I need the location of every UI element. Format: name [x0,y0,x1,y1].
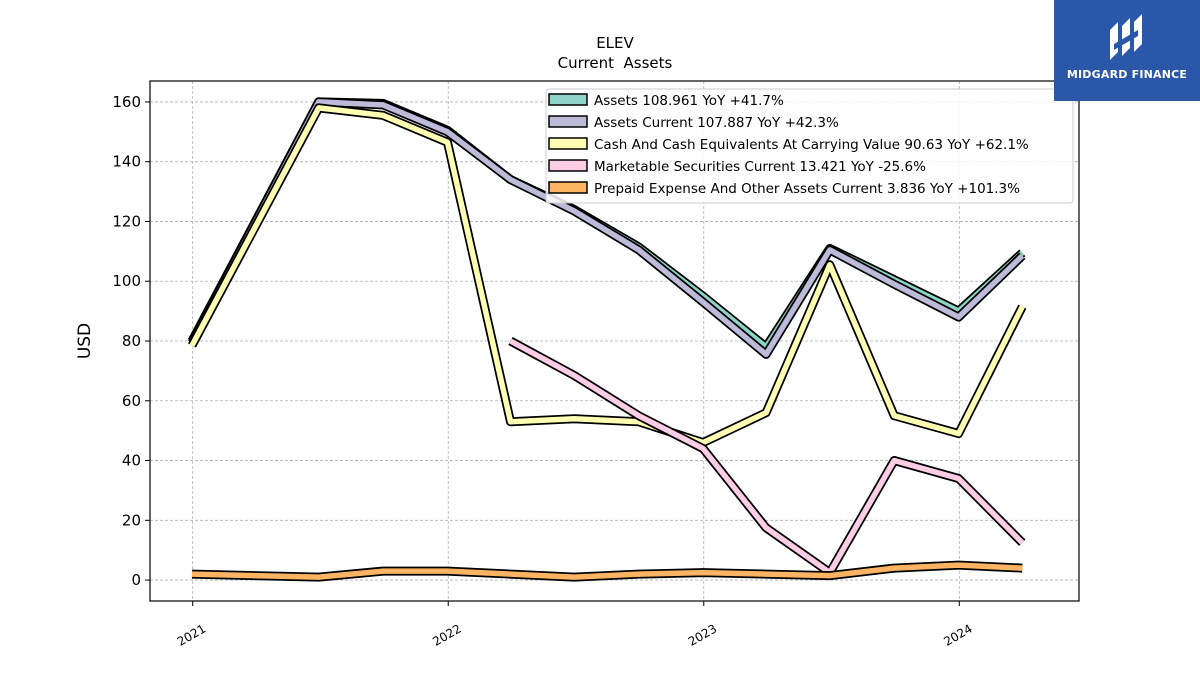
legend-swatch [548,137,588,150]
legend-label: Marketable Securities Current 13.421 YoY… [594,159,926,175]
chart-subtitle: Current Assets [558,54,673,72]
y-tick-label: 120 [112,212,141,230]
y-tick-label: 60 [122,392,141,410]
legend-swatch [548,181,588,194]
y-tick-label: 160 [112,93,141,111]
legend-swatch [548,115,588,128]
series-line-outline [508,337,1026,578]
y-tick-label: 100 [112,272,141,290]
series-line [191,560,1023,582]
x-tick-label: 2023 [686,621,719,648]
y-tick-label: 80 [122,332,141,350]
legend: Assets 108.961 YoY +41.7% Assets Current … [545,88,1074,204]
legend-label: Assets Current 107.887 YoY +42.3% [594,115,839,131]
series-line-fill [189,105,1025,446]
midgard-finance-logo: MIDGARD FINANCE [1054,0,1200,101]
series-line [188,97,1026,359]
legend-box [545,88,1074,204]
y-tick-label: 20 [122,511,141,529]
legend-label: Assets 108.961 YoY +41.7% [594,93,784,109]
logo-text: MIDGARD FINANCE [1066,68,1188,81]
y-axis-label: USD [75,323,95,359]
legend-label: Prepaid Expense And Other Assets Current… [594,181,1020,197]
series-lines [188,97,1027,582]
y-tick-label: 40 [122,452,141,470]
series-line [188,103,1027,448]
legend-swatch [548,93,588,106]
chart-title: ELEV [596,34,634,52]
logo-mark-icon [1110,14,1142,60]
y-tick-label: 0 [131,571,141,589]
legend-swatch [548,159,588,172]
series-line-fill [189,99,1025,358]
series-line-fill [191,562,1023,580]
x-tick-label: 2021 [175,621,208,648]
series-line [508,337,1026,578]
legend-label: Cash And Cash Equivalents At Carrying Va… [594,137,1029,153]
x-tick-label: 2022 [430,621,463,648]
y-tick-label: 140 [112,153,141,171]
x-tick-label: 2024 [941,621,974,648]
series-line-fill [509,338,1025,576]
